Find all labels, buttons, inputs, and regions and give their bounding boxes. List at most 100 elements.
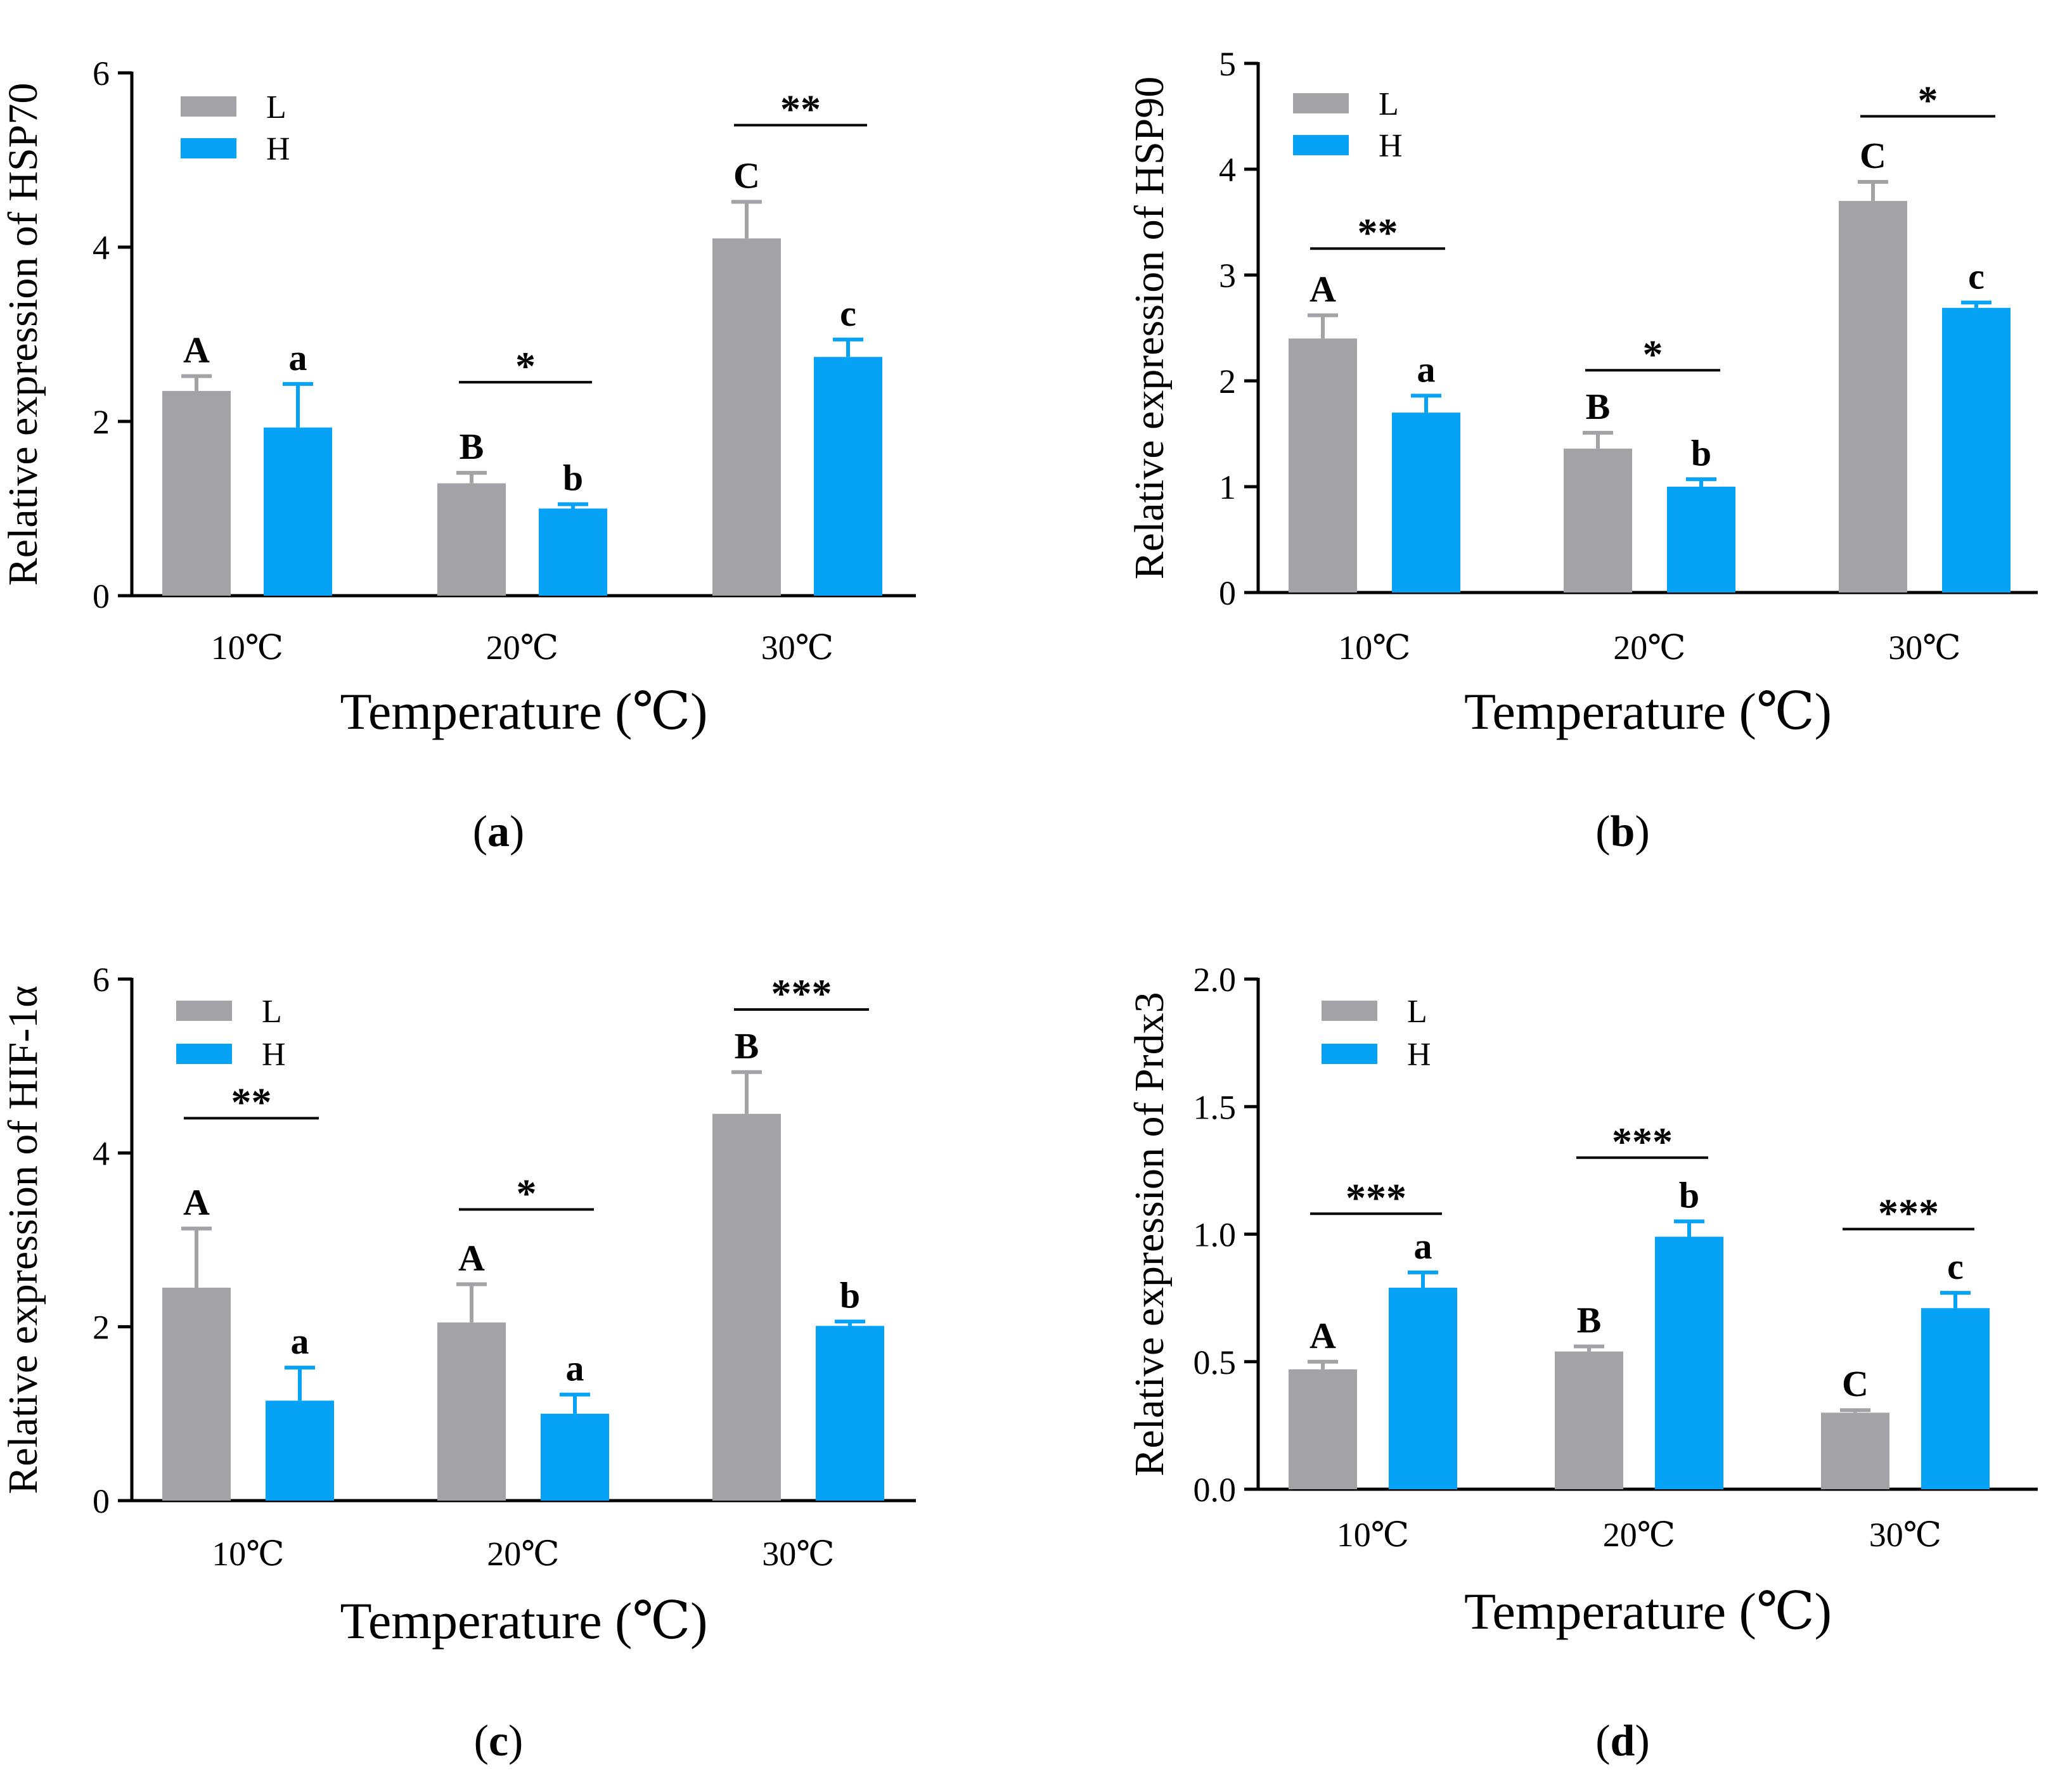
legend-swatch-H [1293, 135, 1349, 155]
y-axis-label: Relative expression of HSP90 [1126, 77, 1173, 580]
chart-panel-a: 0 2 4 6 Relative expression of HSP70 LH A a 10℃ B… [0, 54, 916, 856]
group-letter-H-1: a [566, 1348, 584, 1389]
group-letter-L-1: B [1577, 1300, 1602, 1341]
group-letter-L-2: C [1842, 1363, 1869, 1404]
y-axis-label: Relative expression of HSP70 [0, 83, 46, 586]
x-tick-label: 20℃ [487, 1535, 559, 1573]
bar-L-1 [437, 483, 506, 596]
y-tick-label: 0 [1219, 574, 1236, 612]
bar-H-1 [1655, 1236, 1723, 1489]
legend-swatch-H [1322, 1044, 1377, 1064]
legend-label-L: L [1407, 994, 1427, 1030]
group-letter-L-2: B [735, 1025, 759, 1067]
bar-L-2 [712, 1113, 781, 1501]
y-tick-label: 3 [1219, 257, 1236, 295]
y-axis-label: Relative expression of Prdx3 [1126, 992, 1173, 1476]
x-tick-label: 10℃ [1338, 629, 1410, 667]
bar-H-1 [539, 508, 607, 596]
x-tick-label: 20℃ [486, 629, 558, 667]
x-axis-label: Temperature (℃) [1464, 683, 1832, 740]
group-letter-H-2: c [1947, 1246, 1964, 1287]
y-tick-label: 1.0 [1194, 1216, 1237, 1254]
bar-L-2 [712, 238, 781, 596]
bar-H-0 [264, 427, 332, 596]
x-tick-label: 20℃ [1613, 629, 1685, 667]
chart-panel-d: 0.0 0.5 1.0 1.5 2.0 Relative expression of Pr… [1126, 961, 2038, 1766]
group-letter-L-1: A [458, 1237, 485, 1278]
panel-label: (a) [473, 807, 525, 856]
significance-stars: *** [771, 971, 832, 1016]
legend-label-L: L [266, 89, 286, 125]
x-tick-label: 30℃ [1888, 629, 1960, 667]
legend-label-H: H [266, 131, 290, 167]
bar-L-0 [1289, 1369, 1357, 1489]
y-tick-label: 0 [93, 1482, 110, 1520]
bar-H-0 [266, 1401, 334, 1501]
group-letter-H-2: c [840, 293, 856, 334]
x-tick-label: 30℃ [1869, 1516, 1941, 1554]
y-tick-label: 4 [93, 1134, 110, 1172]
bar-L-2 [1821, 1413, 1889, 1489]
legend-swatch-H [176, 1044, 232, 1064]
y-tick-label: 1 [1219, 468, 1236, 506]
group-letter-H-0: a [291, 1321, 309, 1362]
y-tick-label: 2 [93, 1309, 110, 1347]
legend-label-L: L [1379, 86, 1399, 122]
significance-stars: ** [1358, 210, 1398, 255]
bar-H-2 [1942, 307, 2011, 593]
x-axis-label: Temperature (℃) [1464, 1582, 1832, 1640]
bar-L-0 [1289, 338, 1357, 593]
bar-L-1 [1564, 448, 1632, 593]
legend-swatch-L [1322, 1001, 1377, 1021]
x-axis-label: Temperature (℃) [340, 683, 708, 740]
y-tick-label: 0.0 [1194, 1471, 1237, 1509]
significance-stars: ** [780, 87, 821, 132]
legend-label-H: H [1379, 128, 1403, 164]
bar-L-0 [162, 390, 231, 596]
significance-stars: * [517, 1170, 537, 1215]
x-tick-label: 30℃ [762, 1535, 834, 1573]
significance-stars: * [515, 343, 536, 388]
significance-stars: * [1918, 78, 1938, 123]
group-letter-L-0: A [183, 330, 210, 371]
significance-stars: *** [1612, 1119, 1673, 1164]
bar-H-0 [1392, 413, 1460, 593]
y-tick-label: 6 [93, 54, 110, 93]
x-tick-label: 10℃ [1337, 1516, 1409, 1554]
y-tick-label: 2.0 [1194, 961, 1237, 999]
y-tick-label: 1.5 [1194, 1088, 1237, 1126]
y-tick-label: 6 [93, 961, 110, 999]
bar-H-1 [541, 1413, 609, 1501]
group-letter-L-2: C [733, 155, 760, 196]
legend-swatch-L [176, 1001, 232, 1021]
group-letter-L-0: A [1309, 1315, 1336, 1356]
group-letter-H-0: a [1414, 1226, 1432, 1267]
significance-stars: *** [1346, 1175, 1406, 1220]
bar-H-1 [1667, 487, 1735, 593]
significance-stars: *** [1878, 1190, 1939, 1235]
group-letter-H-1: b [563, 458, 583, 499]
y-tick-label: 0.5 [1194, 1343, 1237, 1381]
group-letter-L-0: A [183, 1182, 210, 1223]
x-tick-label: 10℃ [212, 1535, 284, 1573]
legend-swatch-L [181, 96, 236, 117]
group-letter-L-1: B [1586, 386, 1611, 427]
group-letter-L-2: C [1860, 135, 1886, 176]
significance-stars: * [1643, 331, 1663, 376]
chart-panel-b: 0 1 2 3 4 5 Relative expression of HSP90 LH Aa 10… [1126, 45, 2038, 856]
legend-label-H: H [262, 1037, 286, 1073]
bar-H-2 [1921, 1308, 1990, 1489]
y-tick-label: 5 [1219, 45, 1236, 83]
group-letter-L-0: A [1309, 268, 1336, 309]
y-tick-label: 4 [93, 229, 110, 267]
group-letter-H-2: c [1968, 255, 1985, 297]
group-letter-H-1: b [1691, 432, 1711, 473]
y-tick-label: 4 [1219, 151, 1236, 189]
legend-label-L: L [262, 994, 282, 1030]
legend-swatch-L [1293, 93, 1349, 113]
x-tick-label: 20℃ [1603, 1516, 1675, 1554]
y-tick-label: 2 [1219, 362, 1236, 401]
bar-L-0 [162, 1287, 231, 1501]
group-letter-H-2: b [840, 1274, 860, 1316]
